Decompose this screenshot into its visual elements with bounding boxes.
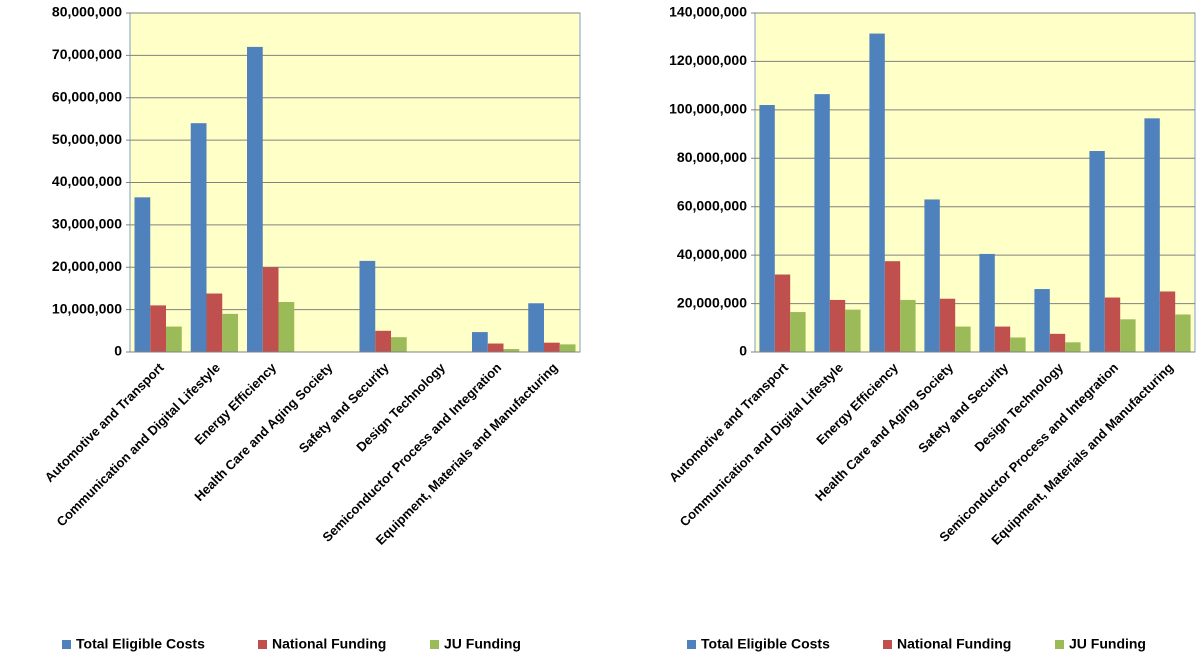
y-tick-label: 0 [114, 343, 122, 359]
bar [503, 349, 520, 352]
x-tick-label: Safety and Security [915, 359, 1011, 455]
bar [391, 337, 407, 352]
y-tick-label: 50,000,000 [52, 131, 122, 147]
bar [278, 301, 295, 352]
bar [884, 261, 901, 352]
bar [1159, 291, 1176, 352]
bar [559, 344, 576, 352]
y-tick-label: 30,000,000 [52, 216, 122, 232]
legend-label: JU Funding [444, 636, 521, 652]
y-tick-label: 20,000,000 [677, 294, 747, 310]
y-tick-label: 0 [739, 343, 747, 359]
y-tick-label: 60,000,000 [677, 197, 747, 213]
bar [247, 46, 263, 353]
y-tick-label: 40,000,000 [52, 173, 122, 189]
bar [869, 33, 885, 352]
legend-label: National Funding [897, 636, 1011, 652]
bar [924, 199, 940, 352]
y-tick-label: 40,000,000 [677, 246, 747, 262]
legend-swatch [62, 640, 71, 649]
bar [134, 197, 151, 352]
legend-label: Total Eligible Costs [701, 636, 830, 652]
legend-label: JU Funding [1069, 636, 1146, 652]
bar [979, 253, 995, 352]
y-tick-label: 100,000,000 [669, 101, 747, 117]
x-tick-label: Automotive and Transport [42, 359, 167, 484]
bar [487, 343, 504, 352]
legend-swatch [883, 640, 892, 649]
y-tick-label: 80,000,000 [677, 149, 747, 165]
bar [1034, 289, 1050, 352]
bar [190, 123, 207, 352]
bar [528, 303, 544, 352]
legend-swatch [430, 640, 439, 649]
bar [994, 326, 1011, 352]
bar [939, 298, 956, 352]
legend-swatch [258, 640, 267, 649]
legend-swatch [687, 640, 696, 649]
bar [472, 332, 488, 352]
y-tick-label: 20,000,000 [52, 258, 122, 274]
bar [1010, 337, 1026, 352]
y-tick-label: 120,000,000 [669, 52, 747, 68]
bar [166, 326, 182, 352]
bar [814, 94, 830, 352]
bar [845, 309, 861, 352]
bar [1104, 297, 1121, 352]
bar [544, 342, 560, 352]
y-tick-label: 140,000,000 [669, 4, 747, 20]
y-tick-label: 60,000,000 [52, 88, 122, 104]
bar [1065, 342, 1081, 352]
bar [1175, 314, 1191, 352]
y-tick-label: 80,000,000 [52, 4, 122, 20]
bar [375, 330, 391, 352]
legend-label: Total Eligible Costs [76, 636, 205, 652]
legend-label: National Funding [272, 636, 386, 652]
bar [759, 105, 775, 352]
bar [955, 326, 971, 352]
bar [790, 312, 806, 352]
legend-swatch [1055, 640, 1064, 649]
bar [1144, 118, 1160, 352]
bar [206, 293, 223, 352]
bar [1120, 319, 1136, 352]
bar [1049, 333, 1066, 352]
y-tick-label: 10,000,000 [52, 300, 122, 316]
bar [900, 299, 916, 352]
bar [1089, 151, 1105, 352]
bar [359, 260, 376, 352]
bar [774, 274, 791, 352]
bar [262, 267, 279, 352]
bar [829, 299, 846, 352]
bar [150, 305, 166, 352]
bar [222, 313, 238, 352]
y-tick-label: 70,000,000 [52, 46, 122, 62]
